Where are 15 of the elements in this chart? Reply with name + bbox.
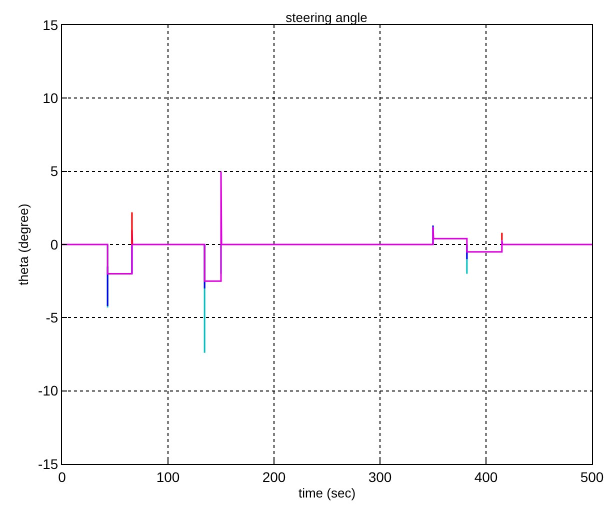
y-tick-label: -5: [46, 310, 58, 326]
y-axis-title: theta (degree): [16, 204, 31, 286]
y-tick-label: 5: [50, 163, 58, 180]
y-tick-label: 15: [42, 16, 58, 33]
chart-title: steering angle: [286, 10, 368, 26]
x-tick-label: 400: [474, 468, 498, 485]
x-tick-label: 200: [262, 468, 286, 485]
x-axis-title: time (sec): [298, 485, 356, 500]
y-tick-label: 0: [50, 236, 58, 252]
x-tick-label: 300: [368, 468, 392, 485]
x-tick-label: 500: [580, 468, 604, 485]
y-tick-label: 10: [42, 90, 58, 106]
y-tick-label: -10: [38, 382, 58, 399]
x-tick-label: 100: [156, 468, 180, 485]
y-tick-label: -15: [38, 456, 58, 472]
